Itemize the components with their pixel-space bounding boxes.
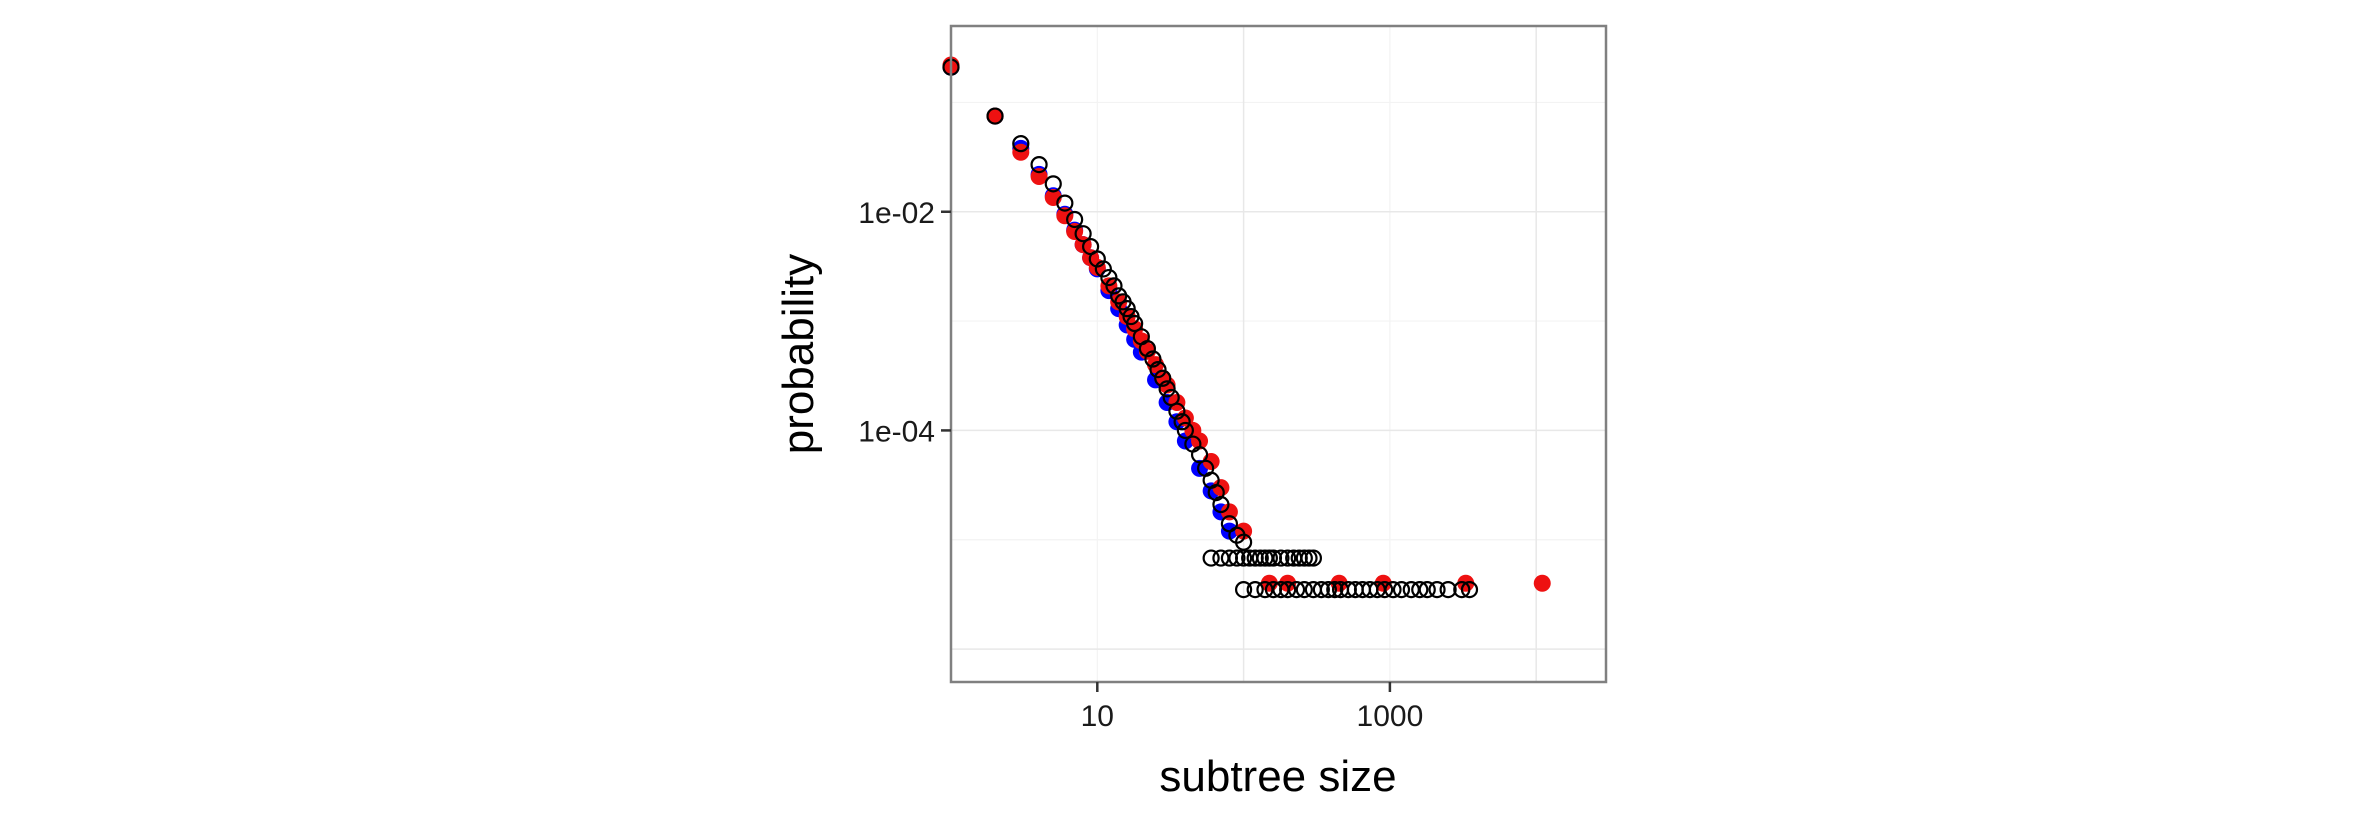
data-point-open: [1319, 581, 1338, 599]
data-point-open: [1056, 194, 1074, 212]
data-point-filled: [1110, 293, 1128, 311]
data-point-open: [1272, 549, 1290, 567]
data-point-open: [1168, 402, 1186, 420]
data-point-open: [1418, 581, 1436, 599]
data-point-open: [1312, 581, 1330, 599]
data-point-open: [1030, 155, 1048, 174]
data-point-open: [1066, 210, 1084, 229]
data-point-filled: [1533, 574, 1551, 592]
data-point-open: [1376, 581, 1394, 599]
x-tick-label: 1000: [1357, 700, 1424, 733]
data-point-open: [1279, 549, 1297, 567]
data-point-open: [1295, 581, 1313, 599]
data-point-open: [1384, 581, 1402, 599]
x-axis-title: subtree size: [1159, 752, 1396, 801]
data-point-open: [986, 107, 1004, 125]
data-points: [942, 56, 1551, 599]
data-point-open: [1118, 300, 1136, 318]
data-point-filled: [1056, 207, 1074, 225]
data-point-open: [1154, 369, 1172, 387]
data-point-open: [1234, 549, 1253, 567]
data-point-open: [1144, 350, 1162, 368]
data-point-open: [1105, 277, 1123, 295]
data-point-open: [1439, 581, 1457, 599]
plot-border: [949, 24, 1608, 684]
data-point-open: [1126, 314, 1144, 333]
data-point-filled: [1012, 143, 1030, 161]
y-axis-title: probability: [774, 254, 823, 455]
data-point-open: [1234, 581, 1253, 599]
data-point-open: [1149, 360, 1167, 379]
data-point-filled: [1220, 503, 1238, 521]
minor-gridlines: [951, 26, 1606, 682]
data-point-open: [1287, 581, 1306, 599]
data-point-open: [1304, 549, 1323, 567]
data-point-open: [1173, 413, 1191, 431]
data-point-open: [1176, 421, 1194, 440]
data-point-open: [1012, 135, 1030, 153]
data-point-open: [1094, 260, 1112, 278]
x-tick-label: 10: [1081, 700, 1114, 733]
data-point-open: [1411, 581, 1429, 599]
data-point-open: [1295, 549, 1313, 567]
x-axis: 10 1000: [1081, 682, 1424, 733]
data-point-filled: [1279, 574, 1297, 592]
y-tick-label: 1e-04: [858, 415, 935, 448]
data-point-open: [1074, 225, 1092, 243]
data-point-open: [1202, 549, 1220, 567]
data-point-open: [1212, 495, 1230, 514]
data-point-open: [1460, 581, 1479, 599]
data-point-open: [1326, 581, 1344, 599]
data-point-open: [1300, 549, 1318, 567]
data-point-open: [1190, 446, 1209, 464]
data-point-open: [1246, 581, 1264, 599]
y-tick-label: 1e-02: [858, 197, 935, 230]
data-point-filled: [986, 107, 1004, 125]
data-point-open: [1044, 175, 1062, 193]
data-point-open: [1453, 581, 1471, 599]
data-point-open: [1228, 549, 1246, 567]
data-point-open: [1392, 581, 1411, 599]
y-axis: 1e-02 1e-04: [858, 197, 951, 448]
data-point-open: [1279, 581, 1297, 599]
data-point-open: [1158, 380, 1176, 398]
data-point-open: [1138, 340, 1156, 358]
data-point-open: [1100, 268, 1118, 287]
data-point-filled: [1030, 168, 1048, 186]
plot-panel: [951, 26, 1606, 682]
data-point-open: [1251, 549, 1269, 567]
data-point-open: [1428, 581, 1446, 599]
